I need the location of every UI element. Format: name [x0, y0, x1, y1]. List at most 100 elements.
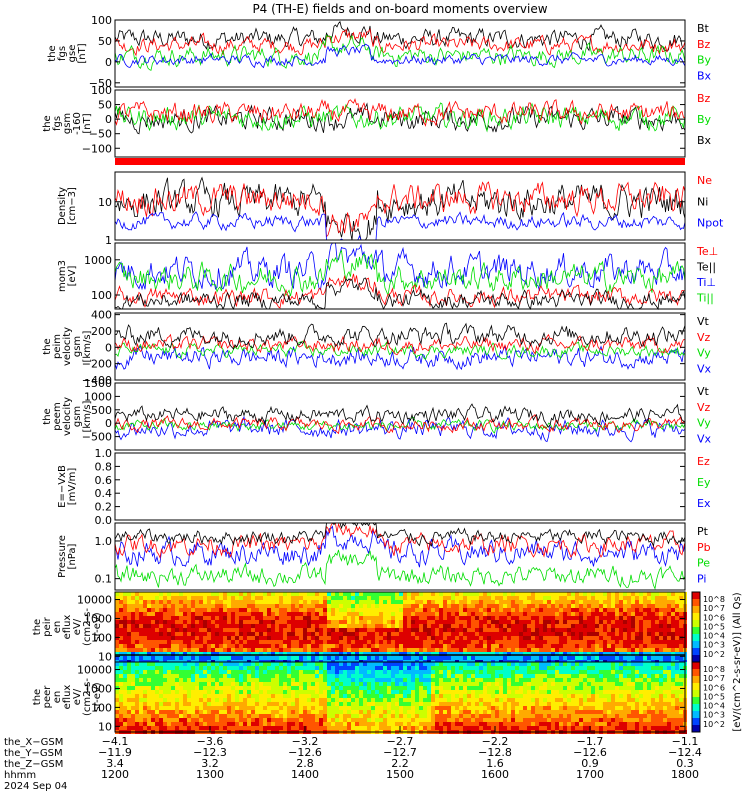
heatmap-cell	[471, 666, 475, 670]
heatmap-cell	[155, 694, 159, 698]
heatmap-cell	[507, 702, 511, 706]
y-axis-label: velocity	[62, 327, 73, 366]
heatmap-cell	[523, 628, 527, 632]
heatmap-cell	[415, 608, 419, 612]
heatmap-cell	[323, 620, 327, 624]
heatmap-cell	[203, 636, 207, 640]
heatmap-cell	[435, 678, 439, 682]
heatmap-cell	[367, 670, 371, 674]
heatmap-cell	[307, 632, 311, 636]
heatmap-cell	[351, 604, 355, 608]
heatmap-cell	[523, 632, 527, 636]
heatmap-cell	[315, 628, 319, 632]
heatmap-cell	[327, 616, 331, 620]
heatmap-cell	[255, 636, 259, 640]
heatmap-cell	[463, 710, 467, 714]
heatmap-cell	[519, 670, 523, 674]
heatmap-cell	[235, 670, 239, 674]
heatmap-cell	[247, 620, 251, 624]
heatmap-cell	[163, 710, 167, 714]
heatmap-cell	[587, 596, 591, 600]
heatmap-cell	[211, 620, 215, 624]
legend-entry: Ni	[697, 195, 708, 208]
heatmap-cell	[411, 662, 415, 666]
heatmap-cell	[387, 690, 391, 694]
heatmap-cell	[159, 616, 163, 620]
heatmap-cell	[231, 686, 235, 690]
heatmap-cell	[343, 596, 347, 600]
heatmap-cell	[115, 620, 119, 624]
heatmap-cell	[539, 648, 543, 652]
heatmap-cell	[259, 644, 263, 648]
heatmap-cell	[603, 636, 607, 640]
heatmap-cell	[295, 648, 299, 652]
heatmap-cell	[167, 670, 171, 674]
heatmap-cell	[427, 662, 431, 666]
heatmap-cell	[627, 652, 631, 656]
heatmap-cell	[167, 726, 171, 730]
heatmap-cell	[219, 682, 223, 686]
heatmap-cell	[227, 608, 231, 612]
heatmap-cell	[387, 694, 391, 698]
heatmap-cell	[495, 596, 499, 600]
heatmap-cell	[151, 604, 155, 608]
heatmap-cell	[415, 678, 419, 682]
heatmap-cell	[187, 608, 191, 612]
heatmap-cell	[167, 706, 171, 710]
heatmap-cell	[595, 592, 599, 596]
heatmap-cell	[459, 596, 463, 600]
heatmap-cell	[491, 612, 495, 616]
heatmap-cell	[131, 596, 135, 600]
heatmap-cell	[467, 722, 471, 726]
heatmap-cell	[275, 718, 279, 722]
heatmap-cell	[271, 666, 275, 670]
heatmap-cell	[631, 592, 635, 596]
heatmap-cell	[435, 722, 439, 726]
heatmap-cell	[559, 604, 563, 608]
heatmap-cell	[435, 628, 439, 632]
heatmap-cell	[359, 656, 363, 660]
heatmap-cell	[411, 652, 415, 656]
heatmap-cell	[327, 710, 331, 714]
heatmap-cell	[255, 608, 259, 612]
heatmap-cell	[419, 656, 423, 660]
heatmap-cell	[403, 714, 407, 718]
heatmap-cell	[247, 722, 251, 726]
heatmap-cell	[223, 628, 227, 632]
heatmap-cell	[163, 702, 167, 706]
heatmap-cell	[479, 632, 483, 636]
heatmap-cell	[163, 674, 167, 678]
heatmap-cell	[675, 600, 679, 604]
heatmap-cell	[323, 710, 327, 714]
heatmap-cell	[215, 612, 219, 616]
heatmap-cell	[159, 678, 163, 682]
heatmap-cell	[647, 636, 651, 640]
heatmap-cell	[403, 612, 407, 616]
heatmap-cell	[647, 596, 651, 600]
heatmap-cell	[203, 710, 207, 714]
heatmap-cell	[583, 628, 587, 632]
heatmap-cell	[387, 620, 391, 624]
heatmap-cell	[603, 628, 607, 632]
heatmap-cell	[463, 718, 467, 722]
heatmap-cell	[231, 682, 235, 686]
heatmap-cell	[127, 714, 131, 718]
heatmap-cell	[183, 674, 187, 678]
heatmap-cell	[599, 674, 603, 678]
heatmap-cell	[283, 624, 287, 628]
heatmap-cell	[323, 608, 327, 612]
heatmap-cell	[267, 656, 271, 660]
heatmap-cell	[667, 628, 671, 632]
heatmap-cell	[151, 592, 155, 596]
heatmap-cell	[195, 670, 199, 674]
heatmap-cell	[579, 608, 583, 612]
heatmap-cell	[539, 632, 543, 636]
heatmap-cell	[351, 714, 355, 718]
heatmap-cell	[215, 628, 219, 632]
heatmap-cell	[427, 640, 431, 644]
heatmap-cell	[631, 640, 635, 644]
heatmap-cell	[119, 640, 123, 644]
heatmap-cell	[171, 714, 175, 718]
heatmap-cell	[223, 616, 227, 620]
heatmap-cell	[551, 656, 555, 660]
